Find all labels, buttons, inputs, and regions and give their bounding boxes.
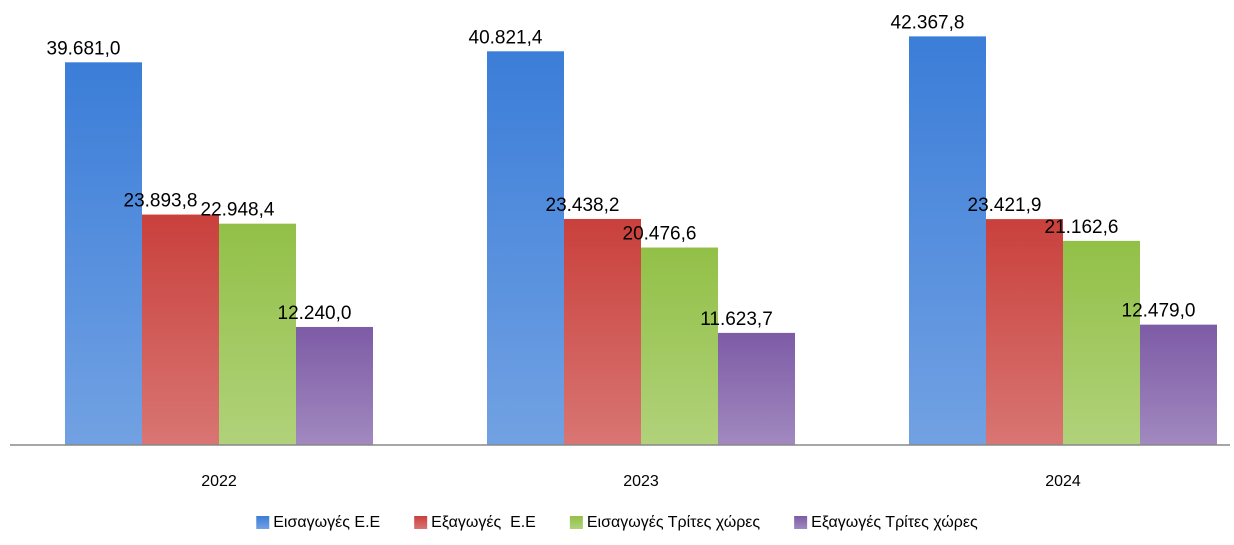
value-label: 23.421,9: [968, 195, 1042, 216]
legend-swatch: [256, 516, 270, 529]
bar: [564, 218, 641, 445]
bar: [641, 247, 718, 445]
value-label: 20.476,6: [623, 224, 697, 245]
bar: [718, 332, 795, 445]
value-label: 21.162,6: [1045, 217, 1119, 238]
x-tick-label: 2022: [201, 473, 237, 490]
value-label: 22.948,4: [201, 200, 275, 221]
legend-item: Εισαγωγές Ε.Ε: [256, 514, 380, 531]
legend-item: Εξαγωγές Τρίτες χώρες: [794, 514, 978, 531]
value-label: 12.240,0: [278, 303, 352, 324]
legend-label: Εξαγωγές Ε.Ε: [431, 514, 536, 531]
bar: [1063, 240, 1140, 445]
legend-label: Εισαγωγές Ε.Ε: [273, 514, 380, 531]
legend-swatch: [794, 516, 808, 529]
bar: [296, 326, 373, 445]
value-label: 40.821,4: [469, 27, 543, 48]
legend-item: Εξαγωγές Ε.Ε: [414, 514, 536, 531]
value-label: 11.623,7: [700, 309, 773, 330]
x-tick-label: 2024: [1045, 473, 1081, 490]
legend-swatch: [414, 516, 428, 529]
legend-label: Εισαγωγές Τρίτες χώρες: [587, 514, 761, 531]
value-label: 23.893,8: [124, 191, 198, 212]
bar: [1140, 324, 1217, 445]
legend-swatch: [569, 516, 583, 529]
x-tick-label: 2023: [623, 473, 659, 490]
bar: [142, 214, 219, 445]
bar: [487, 51, 564, 446]
value-label: 12.479,0: [1122, 301, 1196, 322]
value-label: 23.438,2: [546, 195, 620, 216]
value-label: 39.681,0: [47, 38, 121, 59]
legend-item: Εισαγωγές Τρίτες χώρες: [569, 514, 761, 531]
bar: [65, 62, 142, 446]
legend-label: Εξαγωγές Τρίτες χώρες: [811, 514, 978, 531]
value-label: 42.367,8: [891, 12, 965, 33]
bar: [219, 223, 296, 445]
bar: [909, 36, 986, 445]
bar: [986, 219, 1063, 445]
